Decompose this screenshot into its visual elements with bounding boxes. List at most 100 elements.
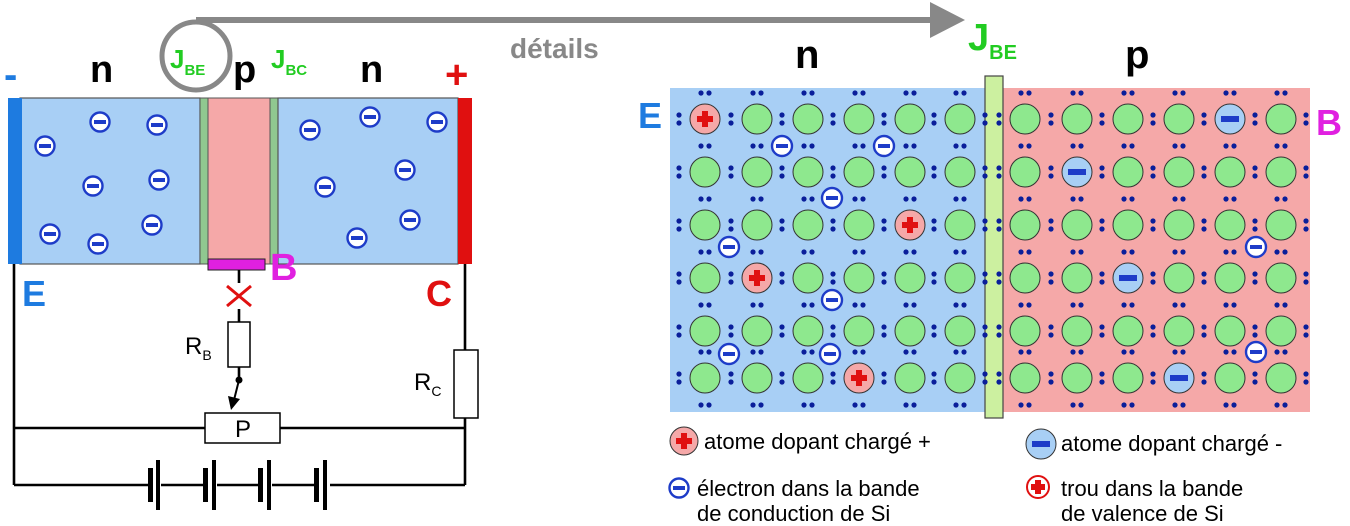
lattice-junction bbox=[985, 76, 1003, 418]
base-resistor bbox=[228, 322, 250, 367]
silicon-atom bbox=[1164, 316, 1194, 346]
silicon-atom bbox=[1215, 316, 1245, 346]
silicon-atom bbox=[690, 263, 720, 293]
base-contact bbox=[208, 259, 265, 270]
silicon-atom bbox=[793, 104, 823, 134]
silicon-atom bbox=[1266, 316, 1296, 346]
acceptor-legend-icon bbox=[1026, 429, 1056, 459]
crystal-lattice: n p JBE E B bbox=[638, 17, 1342, 418]
base-emitter-junction bbox=[200, 98, 208, 264]
silicon-atom bbox=[1062, 263, 1092, 293]
silicon-atom bbox=[1164, 263, 1194, 293]
legend: atome dopant chargé + atome dopant charg… bbox=[670, 427, 1283, 526]
silicon-atom bbox=[1062, 210, 1092, 240]
silicon-atom bbox=[793, 210, 823, 240]
silicon-atom bbox=[690, 210, 720, 240]
silicon-atom bbox=[1164, 210, 1194, 240]
base-p-region bbox=[208, 98, 270, 264]
silicon-atom bbox=[945, 363, 975, 393]
silicon-atom bbox=[945, 263, 975, 293]
silicon-atom bbox=[1215, 157, 1245, 187]
silicon-atom bbox=[690, 157, 720, 187]
collector-resistor bbox=[454, 350, 478, 418]
donor-legend-icon bbox=[670, 427, 698, 455]
silicon-atom bbox=[690, 363, 720, 393]
open-base-cross bbox=[227, 286, 251, 306]
silicon-atom bbox=[1010, 263, 1040, 293]
collector-label: C bbox=[426, 273, 452, 314]
lattice-p-label: p bbox=[1125, 33, 1149, 77]
silicon-atom bbox=[945, 104, 975, 134]
collector-resistor-label: RC bbox=[414, 369, 441, 399]
silicon-atom bbox=[1113, 157, 1143, 187]
base-collector-junction bbox=[270, 98, 278, 264]
silicon-atom bbox=[1215, 263, 1245, 293]
silicon-atom bbox=[1215, 210, 1245, 240]
silicon-atom bbox=[1266, 210, 1296, 240]
silicon-atom bbox=[1113, 316, 1143, 346]
silicon-atom bbox=[793, 157, 823, 187]
silicon-atom bbox=[945, 210, 975, 240]
base-label: B bbox=[270, 247, 297, 289]
silicon-atom bbox=[1266, 363, 1296, 393]
silicon-atom bbox=[1113, 210, 1143, 240]
silicon-atom bbox=[1010, 210, 1040, 240]
silicon-atom bbox=[1266, 104, 1296, 134]
silicon-atom bbox=[945, 157, 975, 187]
silicon-atom bbox=[1062, 316, 1092, 346]
silicon-atom bbox=[844, 316, 874, 346]
emitter-label: E bbox=[22, 273, 46, 314]
legend-electron-line2: de conduction de Si bbox=[697, 501, 890, 526]
silicon-atom bbox=[945, 316, 975, 346]
silicon-atom bbox=[742, 210, 772, 240]
emitter-contact bbox=[8, 98, 22, 264]
legend-hole-line2: de valence de Si bbox=[1061, 501, 1224, 526]
silicon-atom bbox=[793, 363, 823, 393]
base-type-label: p bbox=[233, 49, 256, 91]
legend-electron-line1: électron dans la bande bbox=[697, 476, 920, 501]
lattice-base-label: B bbox=[1316, 102, 1342, 143]
collector-type-label: n bbox=[360, 49, 383, 91]
legend-hole-line1: trou dans la bande bbox=[1061, 476, 1243, 501]
silicon-atom bbox=[844, 263, 874, 293]
silicon-atom bbox=[1010, 104, 1040, 134]
silicon-atom bbox=[1010, 157, 1040, 187]
potentiometer-label: P bbox=[235, 416, 251, 443]
silicon-atom bbox=[742, 104, 772, 134]
jbc-label: JBC bbox=[271, 44, 307, 79]
silicon-atom bbox=[895, 316, 925, 346]
silicon-atom bbox=[690, 316, 720, 346]
electron-legend-icon bbox=[670, 479, 689, 498]
silicon-atom bbox=[844, 157, 874, 187]
silicon-atom bbox=[1266, 157, 1296, 187]
legend-donor-text: atome dopant chargé + bbox=[704, 429, 931, 454]
silicon-atom bbox=[844, 104, 874, 134]
silicon-atom bbox=[793, 316, 823, 346]
emitter-polarity-sign: - bbox=[4, 53, 17, 97]
silicon-atom bbox=[1113, 104, 1143, 134]
emitter-type-label: n bbox=[90, 49, 113, 91]
silicon-atom bbox=[1215, 363, 1245, 393]
silicon-atom bbox=[1062, 363, 1092, 393]
silicon-atom bbox=[742, 157, 772, 187]
silicon-atom bbox=[895, 263, 925, 293]
silicon-atom bbox=[793, 263, 823, 293]
lattice-jbe-label: JBE bbox=[968, 17, 1017, 64]
potentiometer-wiper bbox=[228, 377, 243, 411]
silicon-atom bbox=[1164, 104, 1194, 134]
silicon-atom bbox=[895, 104, 925, 134]
details-arrow: détails bbox=[196, 2, 965, 64]
details-label: détails bbox=[510, 33, 599, 64]
silicon-atom bbox=[1164, 157, 1194, 187]
silicon-atom bbox=[895, 157, 925, 187]
legend-acceptor-text: atome dopant chargé - bbox=[1061, 431, 1282, 456]
silicon-atom bbox=[1266, 263, 1296, 293]
silicon-atom bbox=[742, 316, 772, 346]
silicon-atom bbox=[1113, 363, 1143, 393]
lattice-emitter-label: E bbox=[638, 95, 662, 136]
base-resistor-label: RB bbox=[185, 333, 212, 363]
silicon-atom bbox=[1062, 104, 1092, 134]
collector-polarity-sign: + bbox=[445, 53, 468, 97]
transistor-schematic: - + n p n JBE JBC B E C RB RC P bbox=[4, 22, 478, 510]
